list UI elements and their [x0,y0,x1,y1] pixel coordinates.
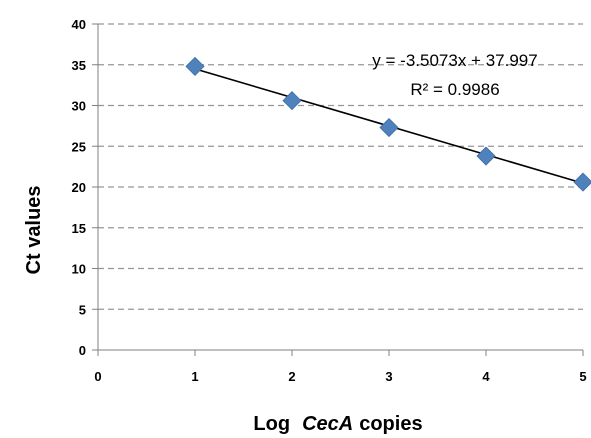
x-tick-label-1: 1 [191,369,198,384]
x-tick-labels: 0 1 2 3 4 5 [94,369,586,384]
x-axis-title: Log CecA copies [253,413,422,435]
x-tick-label-3: 3 [385,369,392,384]
x-tick-label-2: 2 [288,369,295,384]
y-axis-title: Ct values [23,186,45,275]
y-tick-label-10: 10 [72,262,86,277]
y-tick-labels: 0 5 10 15 20 25 30 35 40 [72,17,86,358]
y-tick-label-0: 0 [79,343,86,358]
data-point-4 [476,146,496,166]
data-points [185,56,591,192]
x-axis-title-prefix: Log [253,413,290,435]
x-axis-title-gene: CecA [302,413,353,435]
y-tick-label-20: 20 [72,180,86,195]
axes [92,23,584,356]
trendline-equation: y = -3.5073x + 37.997 [372,51,537,70]
y-tick-label-40: 40 [72,17,86,32]
y-tick-label-25: 25 [72,139,86,154]
x-axis-title-suffix: copies [359,413,422,435]
data-point-5 [573,172,591,192]
y-tick-label-15: 15 [72,221,86,236]
y-tick-label-35: 35 [72,58,86,73]
r-squared-label: R² = 0.9986 [410,80,499,99]
x-tick-label-0: 0 [94,369,101,384]
data-point-2 [282,91,302,111]
x-tick-label-4: 4 [482,369,490,384]
y-tick-label-30: 30 [72,99,86,114]
data-point-1 [185,56,205,76]
x-tick-label-5: 5 [579,369,586,384]
data-point-3 [379,117,399,138]
y-tick-label-5: 5 [79,302,86,317]
gridlines [98,23,583,310]
